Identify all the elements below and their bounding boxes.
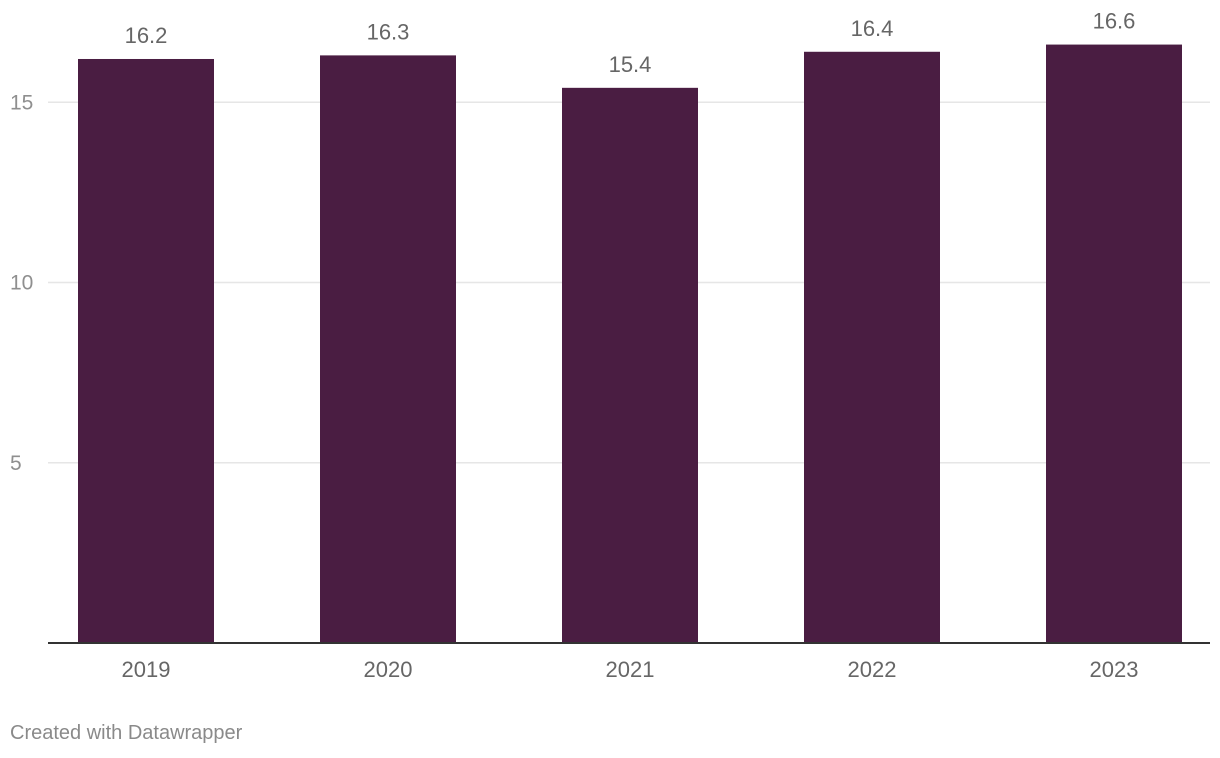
y-axis-ticks: 5 10 15 — [10, 91, 33, 475]
x-tick-label-2019: 2019 — [122, 657, 171, 682]
x-tick-label-2023: 2023 — [1090, 657, 1139, 682]
y-tick-label-5: 5 — [10, 452, 22, 475]
value-label-2022: 16.4 — [851, 16, 894, 41]
value-label-2020: 16.3 — [367, 19, 410, 44]
y-tick-label-10: 10 — [10, 272, 33, 295]
value-label-2021: 15.4 — [609, 52, 652, 77]
bar-2019 — [78, 58, 214, 644]
x-tick-label-2020: 2020 — [364, 657, 413, 682]
value-labels: 16.2 16.3 15.4 16.4 16.6 — [125, 9, 1136, 77]
value-label-2023: 16.6 — [1093, 9, 1136, 34]
bar-2020 — [320, 55, 456, 643]
bar-2022 — [804, 51, 940, 643]
value-label-2019: 16.2 — [125, 23, 168, 48]
bar-2023 — [1046, 44, 1182, 643]
y-tick-label-15: 15 — [10, 91, 33, 114]
credit-footer: Created with Datawrapper — [10, 722, 243, 744]
x-tick-label-2022: 2022 — [848, 657, 897, 682]
x-axis-labels: 2019 2020 2021 2022 2023 — [122, 657, 1139, 682]
bar-2021 — [562, 87, 698, 643]
x-tick-label-2021: 2021 — [606, 657, 655, 682]
bars — [78, 44, 1182, 644]
